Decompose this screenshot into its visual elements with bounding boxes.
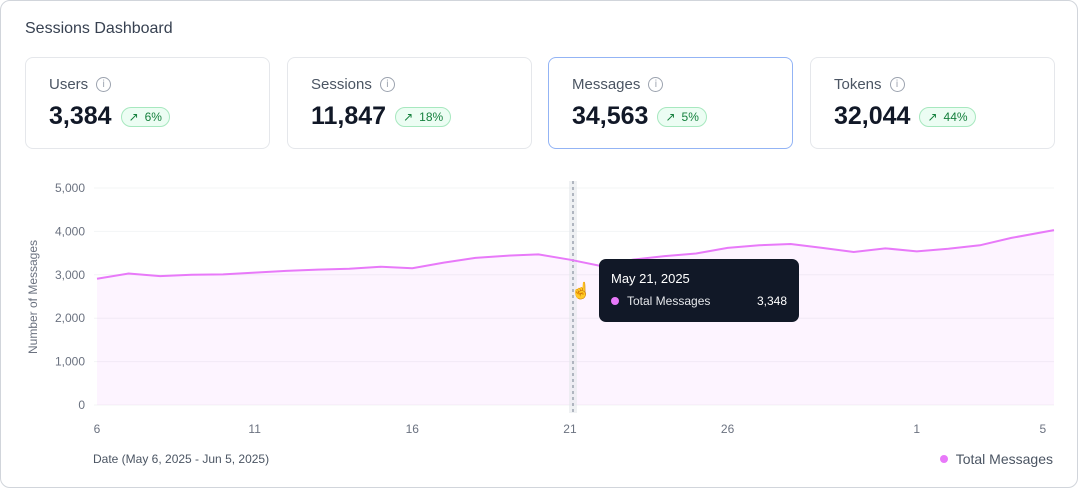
arrow-up-right-icon: ↗ (927, 109, 938, 124)
metric-value: 34,563 (572, 102, 649, 130)
change-value: 6% (144, 109, 162, 124)
metric-card-tokens[interactable]: Tokens i 32,044 ↗ 44% (810, 57, 1055, 149)
y-tick-label: 5,000 (55, 181, 85, 195)
metric-label: Tokens (834, 76, 882, 93)
x-tick-label: 11 (248, 422, 261, 436)
arrow-up-right-icon: ↗ (128, 109, 139, 124)
change-value: 18% (419, 109, 444, 124)
change-value: 5% (681, 109, 699, 124)
x-tick-label: 6 (94, 422, 101, 436)
y-tick-label: 4,000 (55, 224, 85, 238)
tooltip-series: Total Messages (627, 294, 711, 308)
series-dot-icon (611, 297, 619, 305)
date-range-label: Date (May 6, 2025 - Jun 5, 2025) (93, 452, 270, 466)
info-icon[interactable]: i (648, 77, 664, 92)
metric-card-messages[interactable]: Messages i 34,563 ↗ 5% (548, 57, 793, 149)
tooltip-date: May 21, 2025 (611, 271, 690, 286)
change-badge: ↗ 18% (395, 106, 452, 127)
metric-label: Messages (572, 76, 641, 93)
metric-card-users[interactable]: Users i 3,384 ↗ 6% (25, 57, 270, 149)
x-tick-label: 1 (913, 422, 920, 436)
hand-cursor-icon: ☝ (571, 281, 591, 300)
arrow-up-right-icon: ↗ (403, 109, 414, 124)
info-icon[interactable]: i (96, 77, 112, 92)
y-tick-label: 2,000 (55, 311, 85, 325)
y-axis-label: Number of Messages (26, 240, 40, 354)
change-value: 44% (943, 109, 968, 124)
y-tick-label: 1,000 (55, 355, 85, 369)
metric-label: Sessions (311, 76, 372, 93)
metric-value: 32,044 (834, 102, 911, 130)
metric-value: 11,847 (311, 102, 387, 130)
change-badge: ↗ 44% (919, 106, 976, 127)
y-tick-label: 0 (78, 398, 85, 412)
x-tick-label: 26 (721, 422, 735, 436)
y-tick-label: 3,000 (55, 268, 85, 282)
info-icon[interactable]: i (379, 77, 395, 92)
change-badge: ↗ 6% (120, 106, 170, 127)
x-tick-label: 16 (406, 422, 420, 436)
metric-card-sessions[interactable]: Sessions i 11,847 ↗ 18% (287, 57, 532, 149)
chart-tooltip: May 21, 2025 Total Messages 3,348 (599, 259, 799, 322)
tooltip-value: 3,348 (756, 294, 787, 308)
x-tick-label: 21 (563, 422, 577, 436)
info-icon[interactable]: i (889, 77, 905, 92)
arrow-up-right-icon: ↗ (665, 109, 676, 124)
x-tick-label: 5 (1040, 422, 1047, 436)
change-badge: ↗ 5% (657, 106, 707, 127)
legend-label: Total Messages (955, 451, 1053, 467)
page-title: Sessions Dashboard (25, 20, 173, 37)
series-line-total-messages (96, 229, 1055, 280)
legend-item[interactable]: Total Messages (939, 451, 1053, 467)
metric-value: 3,384 (49, 102, 112, 130)
metric-label: Users (49, 76, 89, 93)
legend-dot-icon (939, 455, 948, 463)
